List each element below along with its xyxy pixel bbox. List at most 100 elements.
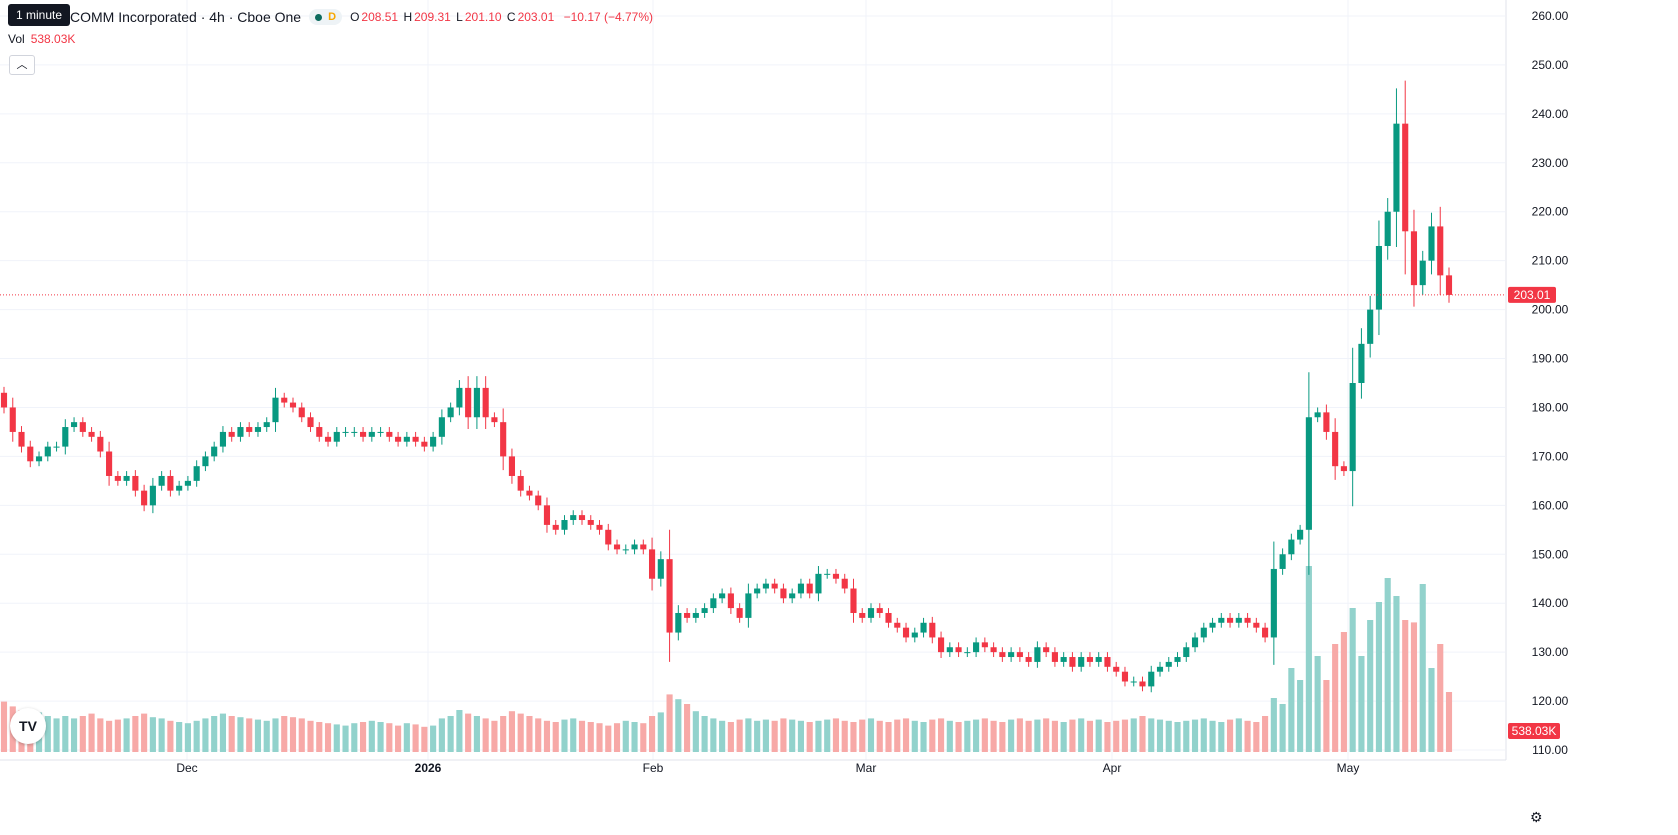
volume-bar [1008, 719, 1015, 752]
volume-bar [684, 704, 691, 752]
volume-bar [1078, 718, 1085, 752]
candle-body [1183, 647, 1190, 658]
volume-bar [727, 722, 734, 752]
candle-body [1402, 123, 1409, 232]
candle-body [132, 475, 139, 491]
candle-body [465, 387, 472, 418]
candle-body [1165, 661, 1172, 667]
candle-body [386, 431, 393, 437]
tradingview-logo-icon[interactable]: TV [10, 708, 46, 744]
volume-bar [885, 722, 892, 752]
volume-bar [526, 716, 533, 752]
gear-icon[interactable]: ⚙ [1530, 809, 1543, 825]
volume-bar [1034, 719, 1041, 752]
candle-body [316, 427, 323, 437]
candle-body [193, 466, 200, 481]
volume-bar [1139, 716, 1146, 752]
last-price-label: 203.01 [1514, 288, 1551, 302]
volume-bar [1367, 620, 1374, 752]
collapse-legend-button[interactable]: ︿ [9, 55, 35, 75]
volume-bar [386, 723, 393, 752]
volume-bar [53, 718, 60, 752]
candle-body [771, 583, 778, 589]
candle-body [1445, 275, 1453, 295]
volume-legend: Vol 538.03K [8, 32, 75, 46]
candle-body [149, 485, 156, 506]
candle-body [254, 427, 262, 432]
close-value: 203.01 [517, 10, 555, 24]
candle-body [246, 427, 253, 432]
status-pill[interactable]: D [309, 9, 343, 25]
candle-body [1148, 671, 1155, 687]
candle-body [281, 397, 288, 403]
candle-body [9, 407, 16, 432]
volume-bar [211, 716, 218, 752]
volume-bar [1095, 719, 1102, 752]
candle-body [1078, 657, 1085, 667]
interval-tooltip: 1 minute [8, 4, 71, 26]
volume-bar [123, 718, 130, 752]
volume-bar [1270, 698, 1277, 752]
volume-bar [237, 717, 244, 752]
candle-body [841, 578, 848, 589]
volume-bar [1410, 622, 1418, 752]
candle-body [141, 490, 148, 506]
volume-label: Vol [8, 32, 25, 46]
volume-bar [1060, 722, 1067, 752]
candle-body [543, 505, 551, 525]
volume-bar [70, 718, 78, 752]
candle-body [570, 515, 577, 521]
y-tick-label: 110.00 [1532, 743, 1568, 757]
candle-body [298, 407, 305, 418]
open-value: 208.51 [361, 10, 399, 24]
candle-body [53, 446, 60, 448]
candle-body [412, 436, 419, 442]
candle-body [1156, 666, 1164, 672]
candle-body [640, 544, 647, 550]
candle-body [1297, 529, 1304, 540]
candle-body [876, 608, 883, 613]
candle-body [1191, 637, 1199, 648]
volume-bar [990, 720, 997, 752]
candle-body [1095, 657, 1102, 662]
candle-body [1410, 231, 1418, 286]
candle-body [18, 431, 25, 447]
candle-body [228, 431, 235, 437]
candle-body [648, 549, 656, 579]
volume-bar [535, 718, 542, 752]
volume-bar [1183, 720, 1190, 752]
volume-bar [491, 720, 498, 752]
volume-bar [806, 722, 813, 752]
volume-bar [316, 722, 323, 752]
volume-bar [648, 716, 656, 752]
last-volume-badge [1508, 723, 1560, 739]
time-axis[interactable]: Dec 2026 Feb Mar Apr May [0, 759, 1506, 775]
volume-bar [1253, 722, 1260, 752]
candle-body [1086, 657, 1094, 662]
candle-body [561, 520, 568, 530]
candle-body [1235, 617, 1242, 623]
price-axis[interactable]: 260.00 250.00 240.00 230.00 220.00 210.00 200.… [1505, 0, 1569, 760]
candle-body [1288, 539, 1295, 555]
candle-body [430, 436, 437, 447]
volume-bar [1051, 720, 1058, 752]
candle-body [710, 598, 717, 609]
volume-bar [132, 716, 139, 752]
volume-bar [1174, 722, 1181, 752]
volume-bar [430, 725, 437, 752]
candle-body [1367, 309, 1374, 344]
last-price-badge [1508, 286, 1556, 303]
candle-body [27, 446, 34, 462]
symbol-title[interactable]: COMM Incorporated · 4h · Cboe One [70, 9, 302, 25]
candle-body [824, 573, 831, 575]
volume-bar [219, 713, 227, 752]
candle-body [0, 392, 8, 408]
volume-bar [281, 716, 288, 752]
candle-body [211, 446, 218, 457]
candle-body [894, 622, 901, 628]
candle-body [745, 593, 752, 618]
volume-bar [587, 722, 594, 752]
volume-bar [1244, 720, 1251, 752]
candle-body [937, 637, 945, 653]
